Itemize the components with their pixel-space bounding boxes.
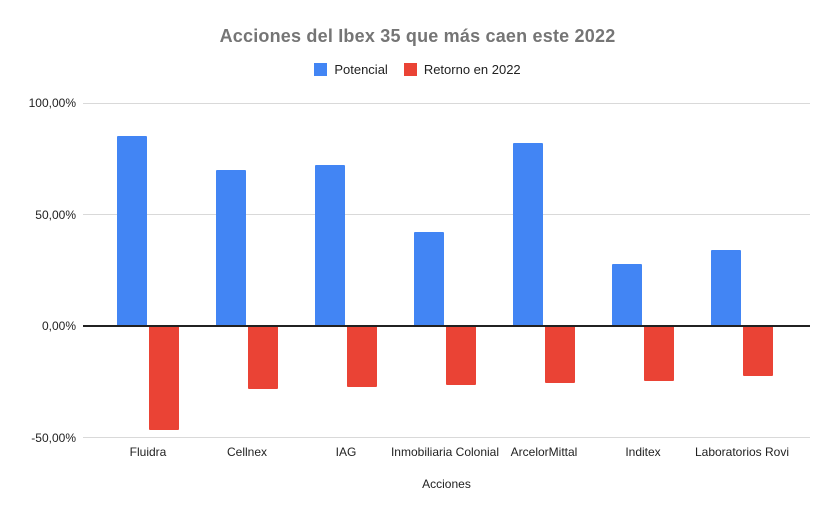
bar-potencial-cellnex [216, 169, 246, 326]
bar-retorno-en-2022-inditex [644, 327, 674, 381]
gridline-50 [83, 214, 810, 215]
bar-potencial-inditex [612, 263, 642, 326]
legend-swatch-retorno-icon [403, 63, 417, 76]
chart-title: Acciones del Ibex 35 que más caen este 2… [219, 26, 616, 46]
category-label-inmobiliaria-colonial: Inmobiliaria Colonial [390, 445, 500, 459]
category-label-arcelormittal: ArcelorMittal [510, 445, 578, 459]
category-label-cellnex: Cellnex [226, 445, 268, 459]
x-axis-line [83, 325, 810, 327]
y-tick-label-50: 50,00% [35, 207, 76, 222]
legend-swatch-potencial-icon [314, 63, 328, 76]
bar-potencial-iag [315, 165, 345, 326]
legend-label-potencial: Potencial [334, 62, 388, 77]
legend: Potencial Retorno en 2022 [0, 62, 835, 77]
bar-retorno-en-2022-fluidra [149, 327, 179, 430]
legend-item-retorno: Retorno en 2022 [403, 62, 521, 77]
bar-retorno-en-2022-arcelormittal [545, 327, 575, 383]
bar-retorno-en-2022-iag [347, 327, 377, 388]
gridline-100 [83, 102, 810, 104]
bar-retorno-en-2022-laboratorios-rovi [743, 327, 773, 377]
category-label-laboratorios-rovi: Laboratorios Rovi [694, 445, 790, 459]
bar-retorno-en-2022-inmobiliaria-colonial [446, 327, 476, 385]
category-label-inditex: Inditex [625, 445, 661, 459]
y-tick-label-0: 0,00% [41, 319, 76, 333]
legend-label-retorno: Retorno en 2022 [423, 62, 521, 77]
category-label-iag: IAG [335, 445, 357, 459]
bar-potencial-inmobiliaria-colonial [414, 232, 444, 326]
legend-item-potencial: Potencial [314, 62, 388, 77]
bar-potencial-fluidra [117, 136, 147, 326]
y-tick-label--50: -50,00% [31, 430, 76, 445]
bar-potencial-laboratorios-rovi [711, 250, 741, 326]
bar-retorno-en-2022-cellnex [248, 327, 278, 390]
category-label-fluidra: Fluidra [129, 445, 167, 459]
x-axis-title: Acciones [422, 477, 471, 491]
gridline--50 [83, 437, 810, 438]
bar-potencial-arcelormittal [513, 143, 543, 326]
y-tick-label-100: 100,00% [28, 96, 76, 110]
